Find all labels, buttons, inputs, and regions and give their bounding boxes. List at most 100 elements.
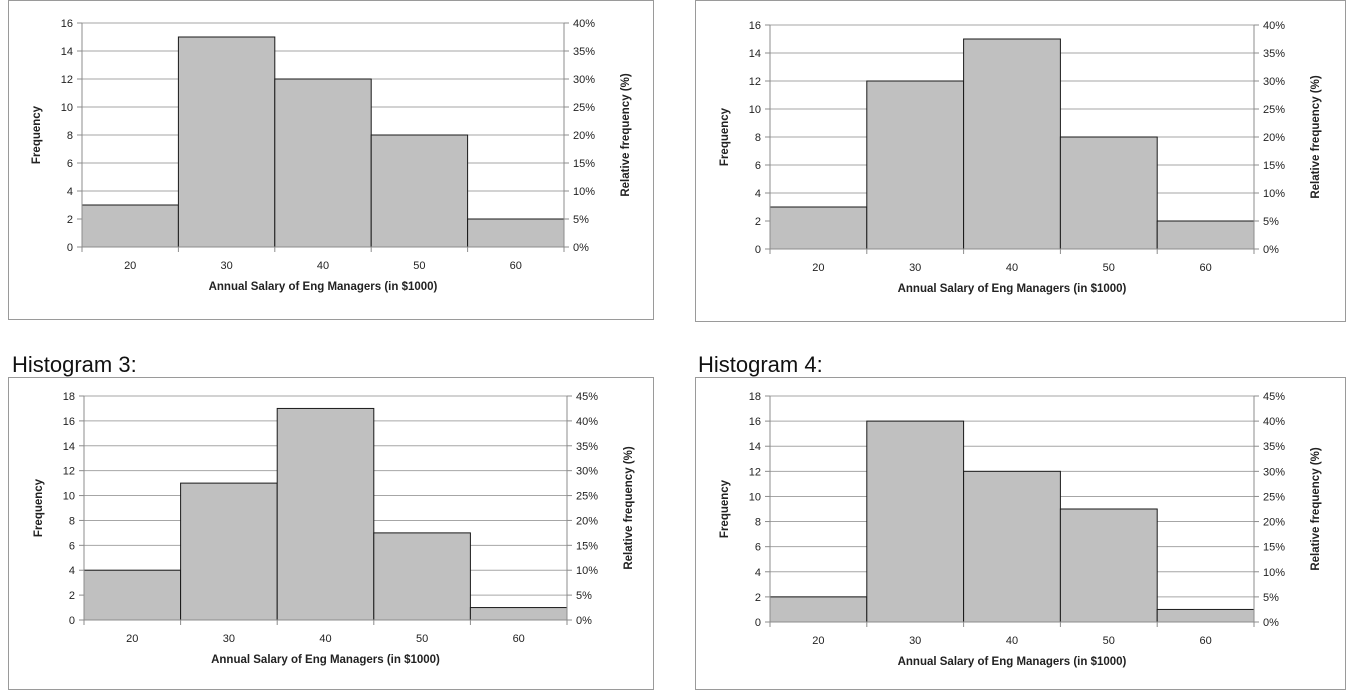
- chart-1-y2-tick-label: 35%: [573, 46, 595, 58]
- chart-4-y-tick-label: 18: [749, 391, 761, 403]
- chart-1-y-tick-label: 6: [67, 158, 73, 170]
- chart-3-y-tick-label: 10: [63, 491, 75, 503]
- chart-3-y-tick-label: 16: [63, 416, 75, 428]
- chart-1-y2-tick-label: 5%: [573, 214, 589, 226]
- histogram-3: 0 2 4 6 8 10 12 14 16 18 0% 5% 10% 15% 20% 25% 30% 35% 40%…: [33, 391, 635, 666]
- chart-1-y2-tick-label: 30%: [573, 74, 595, 86]
- chart-heading-3: Histogram 3:: [12, 352, 137, 377]
- chart-4-y-axis-title: Frequency: [719, 479, 731, 538]
- chart-3-y2-tick-label: 5%: [576, 590, 592, 602]
- histogram-2: 0 2 4 6 8 10 12 14 16 0% 5% 10% 15% 20% 25% 30% 35% 40% 20…: [719, 20, 1322, 295]
- chart-3-y-axis-title: Frequency: [33, 478, 45, 537]
- chart-2-bar-60: [1156, 220, 1255, 250]
- chart-3-y-tick-label: 4: [69, 565, 75, 577]
- chart-3-y2-tick-label: 40%: [576, 416, 598, 428]
- chart-3-y2-tick-label: 20%: [576, 515, 598, 527]
- chart-1-y-tick-label: 10: [61, 102, 73, 114]
- chart-2-y2-tick-label: 10%: [1263, 188, 1285, 200]
- histogram-2-panel: 0 2 4 6 8 10 12 14 16 0% 5% 10% 15% 20% 25% 30% 35% 40% 20…: [695, 0, 1346, 322]
- chart-2-y2-tick-label: 25%: [1263, 104, 1285, 116]
- chart-1-x-axis-title: Annual Salary of Eng Managers (in $1000): [209, 281, 438, 293]
- chart-4-x-tick-label: 20: [812, 635, 824, 647]
- chart-2-bar-20: [769, 206, 868, 250]
- chart-3-x-tick-label: 50: [416, 633, 428, 645]
- histogram-1: 0 2 4 6 8 10 12 14 16 0% 5% 10% 15% 20% 25% 30% 35% 40% 20…: [31, 18, 632, 293]
- chart-4-y2-tick-label: 0%: [1263, 617, 1279, 629]
- chart-1-x-tick-label: 30: [220, 260, 232, 272]
- chart-4-y2-tick-label: 45%: [1263, 391, 1285, 403]
- chart-4-y-tick-label: 0: [755, 617, 761, 629]
- chart-1-bar-60: [467, 218, 565, 248]
- chart-1-y-tick-label: 0: [67, 242, 73, 254]
- chart-2-y2-axis-title: Relative frequency (%): [1310, 75, 1322, 199]
- chart-1-x-tick-label: 60: [510, 260, 522, 272]
- chart-4-y2-tick-label: 15%: [1263, 542, 1285, 554]
- chart-3-y2-tick-label: 15%: [576, 540, 598, 552]
- chart-4-bar-60: [1156, 608, 1255, 623]
- chart-1-y-tick-label: 8: [67, 130, 73, 142]
- chart-2-x-tick-label: 30: [909, 262, 921, 274]
- chart-1-y-tick-label: 16: [61, 18, 73, 30]
- chart-4-x-tick-label: 50: [1103, 635, 1115, 647]
- chart-3-y2-tick-label: 30%: [576, 466, 598, 478]
- chart-1-bar-30: [177, 36, 276, 248]
- chart-1-y2-tick-label: 20%: [573, 130, 595, 142]
- chart-1-y-tick-label: 12: [61, 74, 73, 86]
- chart-2-x-tick-label: 40: [1006, 262, 1018, 274]
- chart-2-bar-30: [866, 80, 965, 250]
- chart-3-x-tick-label: 40: [319, 633, 331, 645]
- chart-4-y-tick-label: 2: [755, 592, 761, 604]
- chart-4-y-tick-label: 16: [749, 416, 761, 428]
- chart-4-bar-30: [866, 420, 965, 623]
- chart-4-x-tick-label: 60: [1199, 635, 1211, 647]
- chart-3-y2-tick-label: 25%: [576, 491, 598, 503]
- chart-4-y-tick-label: 6: [755, 542, 761, 554]
- chart-2-y-tick-label: 12: [749, 76, 761, 88]
- chart-2-y-tick-label: 8: [755, 132, 761, 144]
- chart-3-x-axis-title: Annual Salary of Eng Managers (in $1000): [211, 654, 440, 666]
- chart-4-x-tick-label: 30: [909, 635, 921, 647]
- histogram-4: 0 2 4 6 8 10 12 14 16 18 0% 5% 10% 15% 20% 25% 30% 35% 40%…: [719, 391, 1322, 668]
- chart-1-y2-tick-label: 10%: [573, 186, 595, 198]
- chart-2-y2-tick-label: 5%: [1263, 216, 1279, 228]
- chart-1-y-tick-label: 4: [67, 186, 73, 198]
- histogram-4-panel: 0 2 4 6 8 10 12 14 16 18 0% 5% 10% 15% 20% 25% 30% 35% 40%…: [695, 377, 1346, 690]
- chart-2-y-tick-label: 16: [749, 20, 761, 32]
- chart-3-x-tick-label: 60: [513, 633, 525, 645]
- chart-3-y2-tick-label: 45%: [576, 391, 598, 403]
- chart-2-x-axis-title: Annual Salary of Eng Managers (in $1000): [898, 283, 1127, 295]
- chart-2-y-tick-label: 14: [749, 48, 761, 60]
- chart-2-y2-tick-label: 30%: [1263, 76, 1285, 88]
- chart-2-y-axis-title: Frequency: [719, 107, 731, 166]
- chart-3-y2-tick-label: 10%: [576, 565, 598, 577]
- chart-2-x-tick-label: 60: [1199, 262, 1211, 274]
- chart-4-x-axis-title: Annual Salary of Eng Managers (in $1000): [898, 656, 1127, 668]
- chart-3-y-tick-label: 14: [63, 441, 75, 453]
- chart-1-y2-tick-label: 25%: [573, 102, 595, 114]
- chart-4-y2-tick-label: 30%: [1263, 466, 1285, 478]
- chart-2-y-tick-label: 2: [755, 216, 761, 228]
- chart-3-x-tick-label: 30: [223, 633, 235, 645]
- chart-2-y2-tick-label: 40%: [1263, 20, 1285, 32]
- chart-4-y2-axis-title: Relative frequency (%): [1310, 447, 1322, 571]
- chart-2-bar-50: [1059, 136, 1158, 250]
- chart-1-y-tick-label: 14: [61, 46, 73, 58]
- chart-2-x-tick-label: 20: [812, 262, 824, 274]
- chart-2-y-tick-label: 6: [755, 160, 761, 172]
- chart-4-bar-40: [963, 470, 1061, 623]
- chart-3-y-tick-label: 0: [69, 615, 75, 627]
- chart-2-bar-40: [963, 38, 1061, 250]
- chart-2-y2-tick-label: 35%: [1263, 48, 1285, 60]
- chart-4-y-tick-label: 14: [749, 441, 761, 453]
- chart-2-y2-tick-label: 0%: [1263, 244, 1279, 256]
- chart-2-y2-tick-label: 20%: [1263, 132, 1285, 144]
- chart-4-y2-tick-label: 40%: [1263, 416, 1285, 428]
- chart-4-y-tick-label: 12: [749, 466, 761, 478]
- chart-1-y2-tick-label: 0%: [573, 242, 589, 254]
- chart-3-bar-50: [373, 532, 471, 621]
- chart-4-y2-tick-label: 20%: [1263, 517, 1285, 529]
- chart-1-x-tick-label: 40: [317, 260, 329, 272]
- chart-4-y2-tick-label: 5%: [1263, 592, 1279, 604]
- chart-3-y2-tick-label: 35%: [576, 441, 598, 453]
- chart-2-x-tick-label: 50: [1103, 262, 1115, 274]
